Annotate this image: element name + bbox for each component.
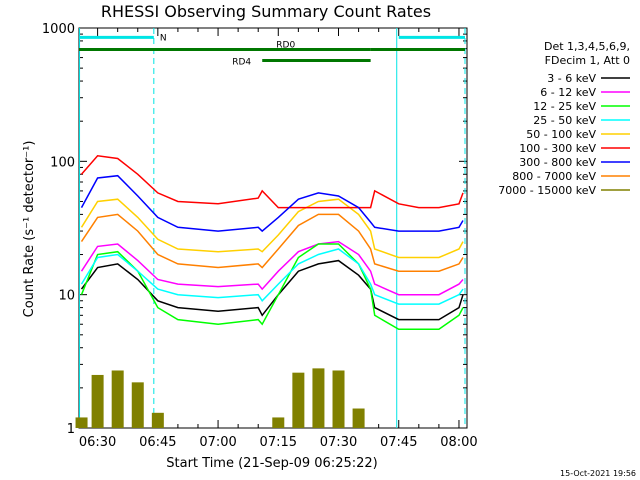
- series-bar-7000---15000-keV: [312, 368, 325, 428]
- plot-area: 1 10 100 1000 06:30 06:45 07:00 07:15 07:30 07:45…: [42, 22, 478, 450]
- x-tick-label: 07:45: [380, 435, 417, 450]
- legend-entry-label: 100 - 300 keV: [519, 142, 596, 155]
- legend-header-line-1: Det 1,3,4,5,6,9,: [544, 40, 630, 53]
- legend-entry-label: 25 - 50 keV: [533, 114, 596, 127]
- series-bar-7000---15000-keV: [292, 372, 305, 428]
- x-tick-label: 08:00: [440, 435, 477, 450]
- annotation-label: RD4: [232, 58, 251, 68]
- y-tick-label: 1000: [42, 22, 75, 37]
- series-bar-7000---15000-keV: [272, 417, 285, 428]
- series-line-50---100-keV: [80, 198, 464, 259]
- x-tick-label: 07:15: [260, 435, 297, 450]
- series-line-300---800-keV: [80, 174, 464, 233]
- x-tick-label: 06:30: [79, 435, 116, 450]
- series-bar-7000---15000-keV: [131, 382, 144, 428]
- y-axis-label: Count Rate (s⁻¹ detector⁻¹): [22, 141, 37, 318]
- y-tick-label: 10: [58, 289, 75, 304]
- legend-header-line-2: FDecim 1, Att 0: [545, 54, 630, 67]
- series-line-3---6-keV: [80, 259, 464, 321]
- series-bar-7000---15000-keV: [91, 374, 104, 428]
- legend-entry-label: 3 - 6 keV: [547, 72, 596, 85]
- x-axis-label: Start Time (21-Sep-09 06:25:22): [166, 456, 377, 471]
- x-tick-label: 06:45: [139, 435, 176, 450]
- series-bar-7000---15000-keV: [332, 370, 345, 428]
- legend-entry-label: 300 - 800 keV: [519, 156, 596, 169]
- series-line-6---12-keV: [80, 240, 464, 296]
- legend-entry-label: 800 - 7000 keV: [512, 170, 596, 183]
- series-line-12---25-keV: [80, 243, 464, 331]
- legend: Det 1,3,4,5,6,9, FDecim 1, Att 0 3 - 6 k…: [498, 40, 630, 197]
- series-bar-7000---15000-keV: [151, 412, 164, 428]
- chart-title: RHESSI Observing Summary Count Rates: [101, 2, 431, 21]
- series-bar-7000---15000-keV: [352, 408, 365, 428]
- x-tick-label: 07:30: [320, 435, 357, 450]
- series-bar-7000---15000-keV: [111, 370, 124, 428]
- legend-entry-label: 7000 - 15000 keV: [498, 184, 596, 197]
- footer-date: 15-Oct-2021 19:56: [560, 469, 636, 478]
- series-line-100---300-keV: [80, 155, 464, 209]
- series-line-25---50-keV: [80, 248, 464, 305]
- annotation-label: N: [160, 33, 167, 43]
- annotation-label: RD0: [276, 40, 295, 50]
- series-bar-7000---15000-keV: [75, 417, 88, 428]
- x-tick-label: 07:00: [199, 435, 236, 450]
- legend-entry-label: 50 - 100 keV: [526, 128, 596, 141]
- y-tick-label: 1: [67, 422, 75, 437]
- y-tick-label: 100: [50, 155, 75, 170]
- legend-entry-label: 6 - 12 keV: [540, 86, 596, 99]
- legend-entry-label: 12 - 25 keV: [533, 100, 596, 113]
- series-line-800---7000-keV: [80, 213, 464, 272]
